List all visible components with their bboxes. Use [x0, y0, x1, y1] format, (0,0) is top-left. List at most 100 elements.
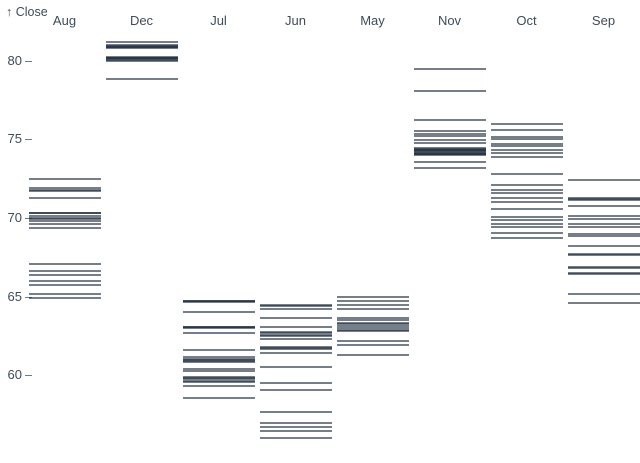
tick-mark [259, 352, 332, 355]
tick-mark [28, 263, 101, 266]
month-label-sep: Sep [591, 13, 616, 28]
tick-mark [490, 156, 563, 159]
tick-mark [567, 272, 640, 275]
y-tick-label: 70 [7, 210, 22, 226]
tick-mark [490, 143, 563, 146]
tick-mark [490, 137, 563, 140]
tick-mark [336, 303, 409, 306]
month-label-may: May [360, 13, 385, 28]
tick-mark [490, 151, 563, 154]
tick-mark [490, 149, 563, 152]
tick-mark [182, 385, 255, 388]
tick-mark [259, 346, 332, 349]
tick-mark [490, 128, 563, 131]
tick-mark [182, 358, 255, 361]
month-label-aug: Aug [52, 13, 77, 28]
tick-mark [259, 348, 332, 351]
tick-mark [28, 269, 101, 272]
y-tick-label: 75 [7, 131, 22, 147]
tick-mark [490, 122, 563, 125]
tick-mark [490, 207, 563, 210]
tick-mark [567, 254, 640, 257]
y-tick-label: 80 [7, 52, 22, 68]
month-label-jul: Jul [210, 13, 227, 28]
tick-mark [259, 426, 332, 429]
month-label-oct: Oct [516, 13, 537, 28]
tick-mark [182, 378, 255, 381]
tick-mark [490, 225, 563, 228]
tick-mark [105, 77, 178, 80]
tick-mark [182, 311, 255, 314]
tick-mark [490, 236, 563, 239]
tick-mark [490, 223, 563, 226]
tick-mark [567, 198, 640, 201]
y-axis-title: ↑ Close [6, 5, 48, 19]
tick-mark [336, 330, 409, 333]
tick-mark [182, 331, 255, 334]
tick-mark [413, 161, 486, 164]
tick-mark [413, 141, 486, 144]
tick-mark [28, 214, 101, 217]
tick-mark [259, 422, 332, 425]
tick-mark [259, 338, 332, 341]
tick-mark [567, 225, 640, 228]
month-label-dec: Dec [129, 13, 154, 28]
tick-mark [259, 316, 332, 319]
tick-mark [28, 187, 101, 190]
tick-mark [182, 361, 255, 364]
tick-mark [413, 68, 486, 71]
tick-mark [336, 353, 409, 356]
tick-mark [28, 226, 101, 229]
tick-mark [28, 223, 101, 226]
tick-mark [567, 244, 640, 247]
tick-mark [336, 328, 409, 331]
tick-mark [413, 154, 486, 157]
tick-mark [490, 136, 563, 139]
tick-mark [259, 381, 332, 384]
tick-mark [182, 349, 255, 352]
y-tick-dash [25, 296, 32, 298]
tick-mark [567, 232, 640, 235]
y-tick-dash [25, 60, 32, 62]
tick-mark [259, 335, 332, 338]
tick-mark [413, 167, 486, 170]
tick-mark [259, 388, 332, 391]
tick-mark [336, 343, 409, 346]
tick-mark [336, 295, 409, 298]
tick-mark [182, 368, 255, 371]
tick-mark [336, 300, 409, 303]
tick-mark [490, 196, 563, 199]
tick-mark [567, 205, 640, 208]
tick-mark [182, 327, 255, 330]
tick-mark [413, 139, 486, 142]
tick-mark [28, 217, 101, 220]
tick-mark [182, 376, 255, 379]
tick-mark [490, 216, 563, 219]
tick-mark [567, 235, 640, 238]
tick-mark [567, 223, 640, 226]
tick-mark [182, 369, 255, 372]
tick-mark [336, 319, 409, 322]
tick-mark [28, 196, 101, 199]
tick-mark [336, 327, 409, 330]
tick-mark [413, 132, 486, 135]
tick-mark [105, 40, 178, 43]
tick-mark [567, 266, 640, 269]
tick-mark [567, 292, 640, 295]
tick-mark [182, 356, 255, 359]
tick-mark [336, 324, 409, 327]
tick-mark [413, 135, 486, 138]
tick-mark [28, 212, 101, 215]
tick-mark [182, 301, 255, 304]
tick-mark [490, 218, 563, 221]
tick-mark [336, 308, 409, 311]
tick-mark [28, 189, 101, 192]
tick-mark [259, 410, 332, 413]
tick-mark [28, 283, 101, 286]
tick-mark [490, 191, 563, 194]
tick-mark [567, 302, 640, 305]
tick-mark [28, 292, 101, 295]
tick-mark [28, 280, 101, 282]
tick-mark [413, 129, 486, 132]
tick-mark [28, 220, 101, 223]
